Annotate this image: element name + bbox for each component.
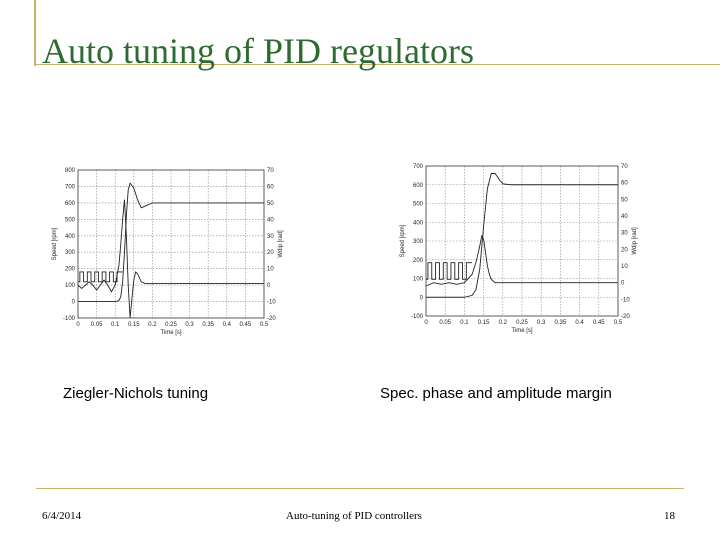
y2-tick-label: 20 — [621, 247, 628, 253]
y2-tick-label: 40 — [621, 214, 628, 220]
x-tick-label: 0.1 — [460, 320, 469, 326]
y2-tick-label: 0 — [267, 283, 271, 289]
series-line-0 — [78, 182, 264, 303]
y2-tick-label: -10 — [267, 300, 276, 306]
footer-divider — [36, 488, 684, 489]
caption-right: Spec. phase and amplitude margin — [380, 385, 612, 402]
x-axis-label: Time [s] — [160, 330, 181, 336]
y-tick-label: 200 — [413, 258, 424, 264]
chart-svg: -1000100200300400500600700800-20-1001020… — [52, 168, 284, 336]
y2-tick-label: 60 — [267, 184, 274, 190]
slide-title: Auto tuning of PID regulators — [42, 31, 474, 71]
y2-tick-label: 0 — [621, 281, 625, 287]
plot-frame — [77, 169, 265, 319]
footer-page: 18 — [664, 510, 675, 522]
footer-date: 6/4/2014 — [42, 510, 82, 522]
x-tick-label: 0.5 — [614, 320, 623, 326]
series-line-1 — [425, 234, 618, 287]
chart-svg: -1000100200300400500600700-20-1001020304… — [400, 164, 638, 334]
y2-tick-label: 40 — [267, 217, 274, 223]
title-divider — [36, 64, 720, 65]
x-tick-label: 0.1 — [111, 322, 120, 328]
y-axis-label: Speed [rpm] — [400, 224, 406, 257]
y2-axis-label: Wdip [rad] — [632, 227, 638, 255]
x-tick-label: 0.25 — [516, 320, 528, 326]
x-tick-label: 0 — [76, 322, 80, 328]
y2-tick-label: -10 — [621, 297, 630, 303]
title-accent-line — [34, 0, 36, 66]
x-tick-label: 0 — [424, 320, 428, 326]
y-tick-label: 300 — [65, 250, 76, 256]
y-tick-label: 500 — [413, 202, 424, 208]
x-tick-label: 0.3 — [185, 322, 194, 328]
y2-tick-label: 20 — [267, 250, 274, 256]
x-tick-label: 0.4 — [223, 322, 232, 328]
y2-tick-label: 70 — [621, 164, 628, 170]
x-tick-label: 0.45 — [593, 320, 605, 326]
y-tick-label: 100 — [413, 277, 424, 283]
x-tick-label: 0.25 — [165, 322, 177, 328]
series-line-2 — [78, 271, 123, 283]
y2-tick-label: -20 — [621, 314, 630, 320]
y-tick-label: 0 — [420, 295, 424, 301]
x-tick-label: 0.35 — [202, 322, 214, 328]
y2-tick-label: 10 — [267, 267, 274, 273]
y-tick-label: -100 — [411, 314, 424, 320]
y-tick-label: 700 — [413, 164, 424, 170]
y-tick-label: 0 — [72, 300, 76, 306]
y2-tick-label: 10 — [621, 264, 628, 270]
y2-tick-label: 70 — [267, 168, 274, 174]
footer-center: Auto-tuning of PID controllers — [286, 510, 422, 522]
x-tick-label: 0.3 — [537, 320, 546, 326]
y2-tick-label: -20 — [267, 316, 276, 322]
x-tick-label: 0.45 — [240, 322, 252, 328]
y2-tick-label: 50 — [621, 197, 628, 203]
y-tick-label: 400 — [413, 220, 424, 226]
y-tick-label: 600 — [413, 183, 424, 189]
series-line-1 — [77, 199, 264, 319]
x-tick-label: 0.4 — [575, 320, 584, 326]
x-tick-label: 0.05 — [439, 320, 451, 326]
y-tick-label: -100 — [63, 316, 76, 322]
y2-tick-label: 60 — [621, 181, 628, 187]
plot-frame — [425, 165, 619, 317]
x-tick-label: 0.2 — [148, 322, 157, 328]
y-tick-label: 200 — [65, 267, 76, 273]
caption-left: Ziegler-Nichols tuning — [63, 385, 209, 402]
y-tick-label: 400 — [65, 234, 76, 240]
chart-phase-amplitude-margin: -100 0 100 200 300 400 500 600 700 -20 -10 0 10 20 30 4… — [396, 158, 642, 340]
x-axis-label: Time [s] — [511, 328, 532, 334]
y-tick-label: 700 — [65, 184, 76, 190]
series-line-2 — [426, 262, 473, 280]
y-axis-label: Speed [rpm] — [52, 227, 58, 260]
y-tick-label: 100 — [65, 283, 76, 289]
x-tick-label: 0.35 — [555, 320, 567, 326]
chart-ziegler-nichols: -100 0 100 200 300 400 500 600 700 800 -20 -10 0 10 20… — [48, 162, 288, 342]
y2-axis-label: Wdip [rad] — [278, 230, 284, 258]
y2-tick-label: 30 — [621, 231, 628, 237]
x-tick-label: 0.05 — [91, 322, 103, 328]
series-line-0 — [426, 173, 618, 298]
y-tick-label: 600 — [65, 201, 76, 207]
x-tick-label: 0.15 — [478, 320, 490, 326]
y-tick-label: 800 — [65, 168, 76, 174]
y2-tick-label: 50 — [267, 201, 274, 207]
y-tick-label: 300 — [413, 239, 424, 245]
x-tick-label: 0.2 — [499, 320, 508, 326]
y2-tick-label: 30 — [267, 234, 274, 240]
x-tick-label: 0.5 — [260, 322, 269, 328]
x-tick-label: 0.15 — [128, 322, 140, 328]
y-tick-label: 500 — [65, 217, 76, 223]
